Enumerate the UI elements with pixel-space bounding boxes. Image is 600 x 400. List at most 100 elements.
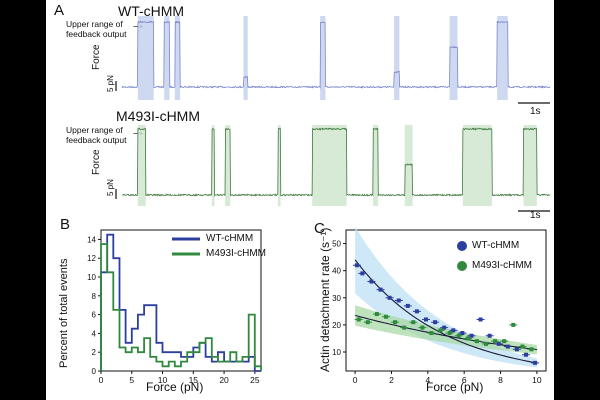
rate-point-wt-6: [405, 303, 410, 308]
m-event-band-1: [211, 125, 215, 206]
rate-point-wt-12: [460, 331, 465, 336]
rate-xlabel: Force (pN): [426, 380, 484, 394]
m-upper-range-line2: feedback output: [66, 135, 127, 145]
wt-event-band-5: [394, 16, 400, 100]
wt-event-band-0: [137, 16, 154, 100]
rate-legend-m-marker: [457, 261, 467, 271]
rate-point-wt-13: [469, 333, 474, 338]
rate-xtick-label-1: 2: [389, 375, 394, 385]
rate-point-wt-5: [396, 298, 401, 303]
rate-point-m-9: [438, 328, 443, 333]
panel-a-letter: A: [54, 2, 65, 19]
rate-ytick-label-3: 40: [332, 267, 341, 276]
wt-event-band-2: [174, 16, 181, 100]
rate-point-wt-11: [451, 328, 456, 333]
wt-time-scale-label: 1s: [530, 106, 541, 117]
rate-point-m-11: [456, 333, 461, 338]
hist-xtick-label-2: 10: [158, 375, 168, 385]
panel-c-letter: C: [314, 220, 325, 237]
rate-point-wt-20: [533, 360, 538, 365]
wt-event-band-1: [164, 16, 170, 100]
rate-point-m-8: [429, 331, 434, 336]
rate-band-m: [355, 305, 537, 355]
rate-legend-wt-label: WT-cHMM: [472, 240, 520, 251]
m-event-band-0: [137, 125, 146, 206]
m-event-band-5: [372, 125, 379, 206]
rate-point-wt-14: [478, 317, 483, 322]
m-event-band-8: [523, 125, 537, 206]
rate-point-wt-16: [496, 341, 501, 346]
rate-point-wt-2: [369, 279, 374, 284]
wt-event-band-4: [320, 16, 326, 100]
hist-ytick-label-4: 8: [92, 292, 97, 301]
rate-frame: [345, 229, 547, 372]
rate-point-wt-3: [378, 287, 383, 292]
figure-canvas: A WT-cHMM Upper range of feedback output…: [46, 0, 554, 400]
rate-point-m-10: [447, 331, 452, 336]
m-event-band-2: [225, 125, 231, 206]
rate-point-m-12: [465, 336, 470, 341]
wt-event-band-6: [449, 16, 458, 100]
hist-ytick-label-1: 2: [92, 348, 97, 357]
panel-b-letter: B: [60, 216, 71, 233]
m-force-trace: [121, 127, 551, 197]
hist-xtick-label-5: 25: [250, 375, 260, 385]
wt-event-band-7: [497, 16, 508, 100]
rate-point-m-2: [374, 312, 379, 317]
rate-point-m-15: [493, 339, 498, 344]
m-event-band-3: [277, 125, 281, 206]
rate-point-wt-8: [424, 317, 428, 322]
rate-legend-wt-marker: [457, 241, 467, 251]
rate-point-m-18: [520, 344, 525, 349]
m-time-scale-label: 1s: [530, 210, 541, 221]
rate-point-m-6: [411, 320, 416, 325]
wt-force-trace: [121, 20, 551, 89]
wt-upper-range-label: Upper range of feedback output: [66, 19, 127, 39]
hist-series-m: [100, 243, 262, 371]
m-upper-range-label: Upper range of feedback output: [66, 125, 127, 145]
rate-point-wt-17: [505, 344, 510, 349]
rate-point-m-13: [474, 339, 479, 344]
hist-ytick-label-2: 4: [92, 329, 97, 338]
rate-xtick-label-5: 10: [532, 375, 542, 385]
rate-ytick-label-2: 30: [332, 294, 341, 303]
rate-point-wt-18: [514, 347, 519, 352]
rate-ytick-label-0: 10: [332, 348, 341, 357]
rate-point-wt-10: [442, 325, 447, 330]
m-event-band-6: [404, 125, 413, 206]
rate-xtick-label-0: 0: [353, 375, 358, 385]
hist-xtick-label-4: 20: [219, 375, 229, 385]
hist-legend-m-label: M493I-cHMM: [206, 248, 267, 259]
hist-xtick-label-3: 15: [189, 375, 199, 385]
hist-xtick-label-1: 5: [129, 375, 134, 385]
hist-ytick-label-6: 12: [87, 254, 96, 263]
wt-upper-range-line2: feedback output: [66, 29, 127, 39]
m-trace-title: M493I-cHMM: [116, 108, 201, 124]
rate-point-m-17: [511, 322, 516, 327]
wt-trace-title: WT-cHMM: [118, 3, 185, 19]
rate-point-wt-9: [433, 320, 438, 325]
hist-xlabel: Force (pN): [146, 380, 204, 394]
rate-xtick-label-2: 4: [425, 375, 430, 385]
rate-point-m-14: [484, 341, 488, 346]
rate-xtick-label-3: 6: [462, 375, 467, 385]
rate-point-m-4: [393, 320, 398, 325]
hist-ytick-label-7: 14: [87, 235, 96, 244]
wt-event-band-3: [243, 16, 248, 100]
rate-xtick-label-4: 8: [498, 375, 503, 385]
rate-point-wt-4: [387, 295, 392, 300]
figure-graphics: 0 2 4 6 8 10 12 14 0 5 10 15 20 25 10 20 30 40 50 0 2 4 6 8 10: [87, 16, 551, 385]
rate-point-m-16: [502, 339, 507, 344]
rate-point-wt-19: [524, 352, 528, 357]
hist-ytick-label-0: 0: [92, 367, 97, 376]
rate-point-wt-1: [360, 271, 365, 276]
hist-legend-wt-label: WT-cHMM: [206, 233, 254, 244]
rate-ytick-label-4: 50: [332, 240, 341, 249]
rate-legend-m-label: M493I-cHMM: [472, 260, 533, 271]
rate-point-m-5: [402, 325, 407, 330]
hist-ytick-label-3: 6: [92, 311, 97, 320]
rate-point-m-7: [420, 325, 425, 330]
rate-point-wt-0: [354, 263, 359, 268]
rate-point-m-19: [529, 347, 534, 352]
